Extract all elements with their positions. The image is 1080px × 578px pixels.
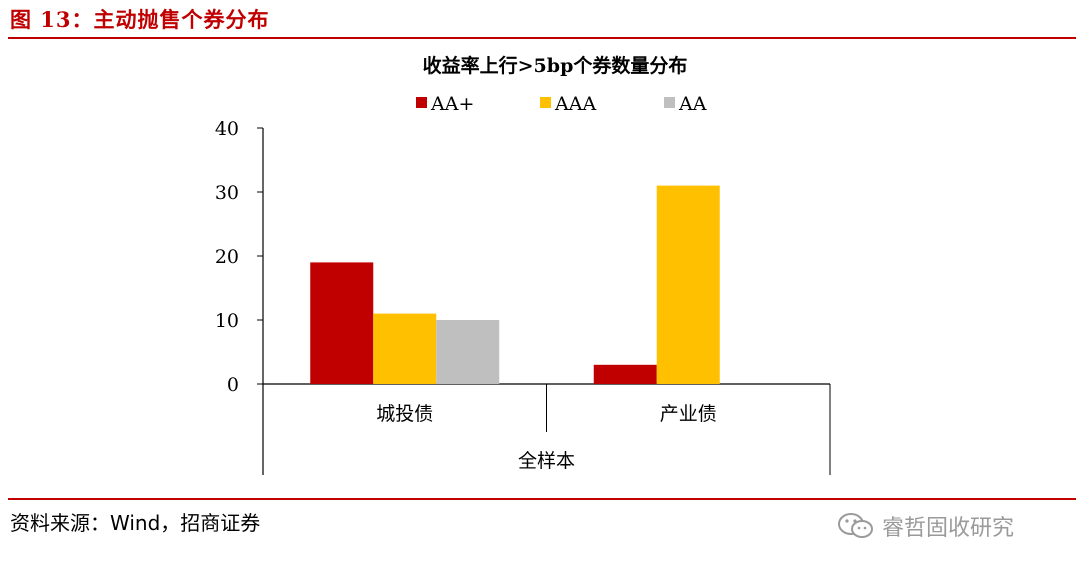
x-category-label: 城投债 — [376, 403, 433, 425]
watermark-text: 睿哲固收研究 — [882, 516, 1015, 541]
bar — [310, 262, 374, 384]
watermark: 睿哲固收研究 — [836, 510, 1014, 542]
axes: 0 10 20 30 40 — [215, 118, 831, 475]
x-category-label: 产业债 — [660, 403, 717, 425]
legend-label: AA — [678, 93, 707, 115]
y-tick-label: 20 — [215, 246, 239, 268]
bars — [310, 185, 720, 384]
figure-title: 图 13：主动抛售个券分布 — [10, 7, 270, 32]
legend-swatch — [540, 97, 551, 108]
bar — [593, 364, 657, 384]
bar — [656, 185, 720, 384]
legend-swatch — [664, 97, 675, 108]
bottom-rule — [8, 498, 1076, 500]
wechat-icon — [838, 513, 873, 538]
legend-swatch — [416, 97, 427, 108]
y-tick-label: 40 — [215, 118, 239, 140]
y-tick-label: 10 — [215, 310, 239, 332]
bar — [436, 320, 500, 384]
legend: AA+ AAA AA — [416, 93, 707, 115]
source-note: 资料来源：Wind，招商证券 — [10, 511, 261, 535]
y-tick-label: 0 — [227, 374, 239, 396]
y-tick-label: 30 — [215, 182, 239, 204]
legend-label: AAA — [554, 93, 596, 115]
top-rule — [8, 37, 1076, 39]
x-group-label: 全样本 — [518, 450, 575, 472]
legend-label: AA+ — [430, 93, 474, 115]
chart-title: 收益率上行>5bp个券数量分布 — [423, 54, 688, 77]
bar — [373, 313, 437, 384]
